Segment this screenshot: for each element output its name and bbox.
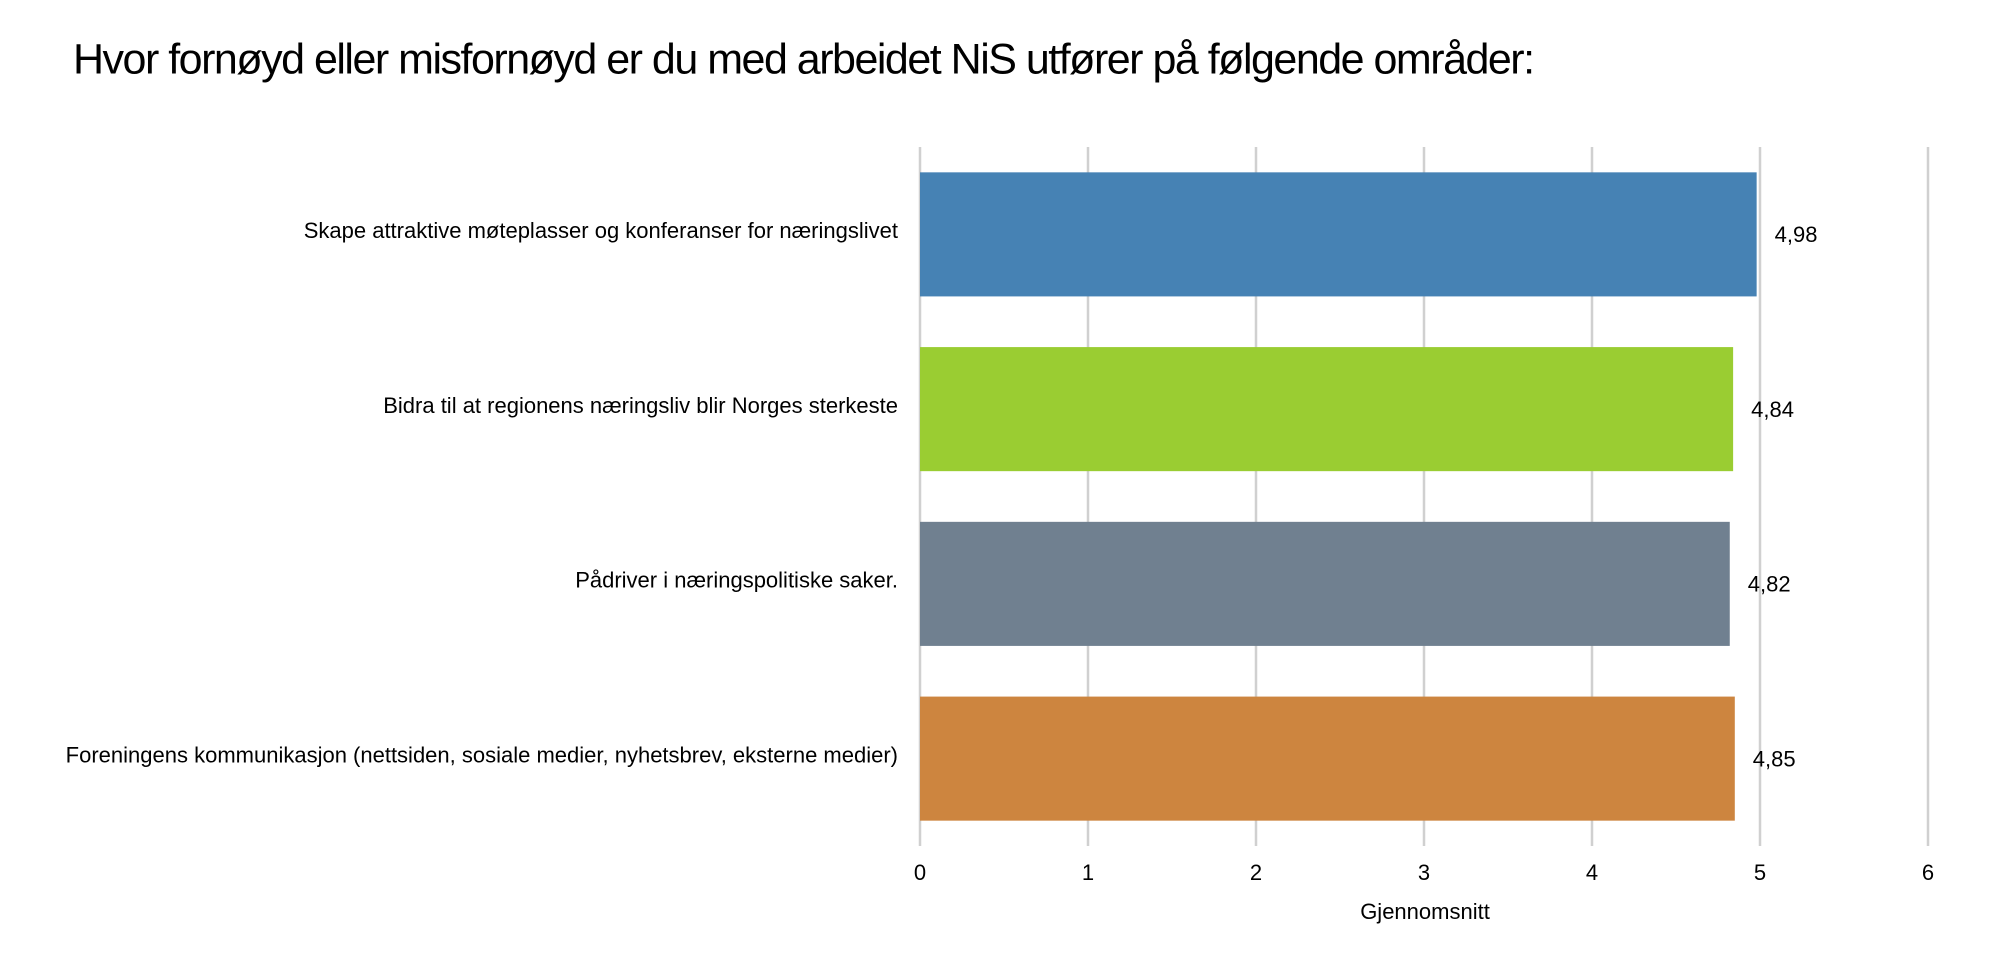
bar — [920, 347, 1734, 472]
x-tick-label: 1 — [1082, 860, 1094, 885]
x-tick-label: 5 — [1754, 860, 1766, 885]
x-tick-label: 3 — [1418, 860, 1430, 885]
y-tick-label: Bidra til at regionens næringsliv blir N… — [383, 393, 898, 418]
bar — [920, 172, 1757, 297]
x-tick-label: 6 — [1922, 860, 1934, 885]
y-tick-label: Foreningens kommunikasjon (nettsiden, so… — [66, 742, 898, 767]
value-label: 4,84 — [1751, 397, 1794, 422]
bar — [920, 521, 1730, 646]
y-tick-label: Skape attraktive møteplasser og konferan… — [304, 218, 898, 243]
bar — [920, 696, 1735, 821]
chart-title: Hvor fornøyd eller misfornøyd er du med … — [73, 35, 1534, 83]
value-label: 4,85 — [1753, 746, 1796, 771]
x-tick-label: 4 — [1586, 860, 1598, 885]
value-label: 4,82 — [1748, 572, 1791, 597]
x-tick-label: 0 — [914, 860, 926, 885]
value-label: 4,98 — [1775, 222, 1818, 247]
x-axis-label: Gjennomsnitt — [1360, 899, 1490, 924]
x-tick-label: 2 — [1250, 860, 1262, 885]
y-tick-label: Pådriver i næringspolitiske saker. — [575, 568, 898, 593]
